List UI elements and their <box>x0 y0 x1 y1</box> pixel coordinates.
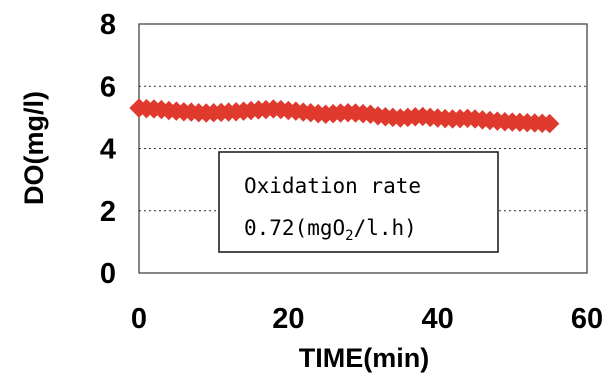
x-tick-label-40: 40 <box>422 303 454 335</box>
annotation-rate-value: 0.72(mgO <box>244 216 345 240</box>
x-axis-ticks: 0 20 40 60 <box>131 303 603 335</box>
y-tick-label-8: 8 <box>100 9 116 41</box>
annotation-border <box>218 151 499 253</box>
x-tick-label-60: 60 <box>571 303 603 335</box>
oxidation-rate-annotation: Oxidation rate 0.72(mgO2/l.h) <box>218 151 499 253</box>
x-axis-title: TIME(min) <box>299 343 429 373</box>
annotation-unit-suffix: /l.h) <box>354 216 417 240</box>
y-tick-label-4: 4 <box>100 134 116 166</box>
x-tick-label-20: 20 <box>272 303 304 335</box>
y-tick-label-6: 6 <box>100 71 116 103</box>
y-tick-label-0: 0 <box>100 258 116 290</box>
y-tick-label-2: 2 <box>100 196 116 228</box>
data-point <box>539 113 560 134</box>
annotation-line-1: Oxidation rate <box>244 174 421 198</box>
data-series-dissolved-oxygen <box>129 98 560 134</box>
x-tick-label-0: 0 <box>131 303 147 335</box>
annotation-line-2: 0.72(mgO2/l.h) <box>244 216 417 244</box>
y-axis-title: DO(mg/l) <box>19 91 49 205</box>
annotation-subscript: 2 <box>345 228 353 244</box>
y-axis-ticks: 0 2 4 6 8 <box>100 9 116 290</box>
